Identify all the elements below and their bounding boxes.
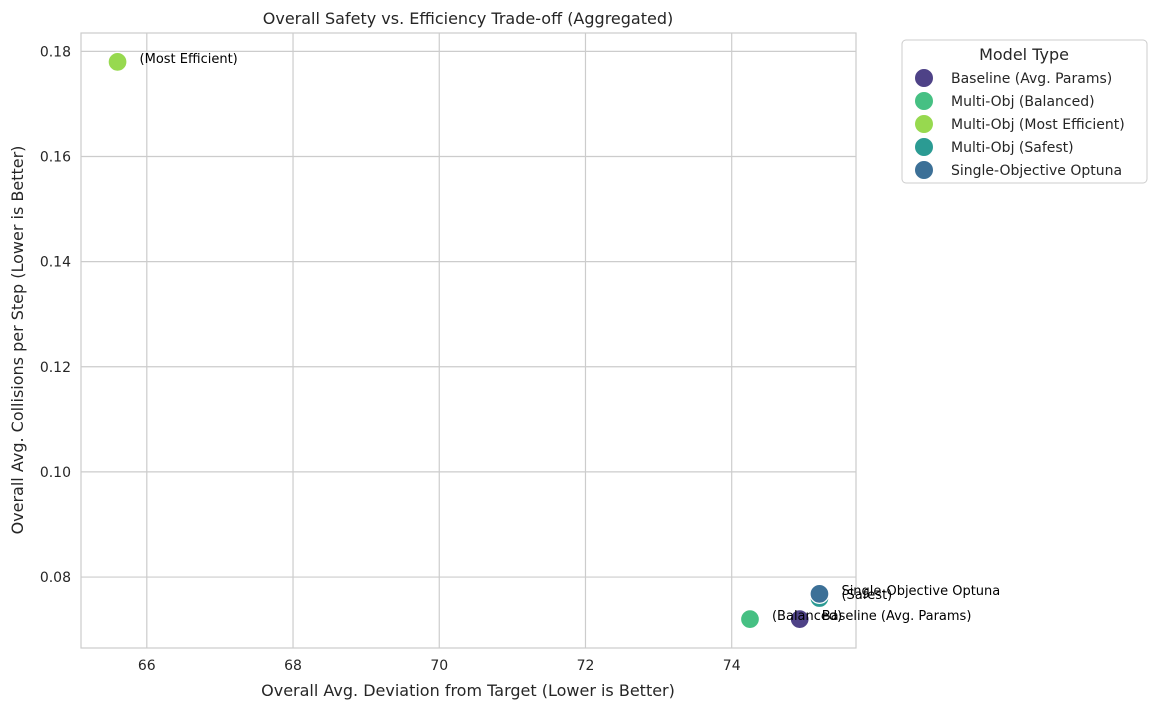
x-tick-label: 66 [138, 658, 156, 674]
x-tick-label: 68 [284, 658, 302, 674]
legend-label: Multi-Obj (Safest) [951, 140, 1074, 156]
data-point [107, 51, 128, 73]
data-point [789, 608, 810, 630]
x-tick-label: 70 [430, 658, 448, 674]
legend-marker [914, 68, 934, 88]
legend-box [901, 39, 1148, 184]
point-annotation: Single-Objective Optuna [841, 584, 1000, 599]
y-tick-label: 0.08 [40, 570, 71, 586]
legend-title: Model Type [979, 45, 1069, 64]
x-tick-label: 72 [577, 658, 595, 674]
legend-marker [914, 160, 934, 180]
y-axis-label: Overall Avg. Collisions per Step (Lower … [8, 146, 27, 535]
point-annotation: Baseline (Avg. Params) [822, 609, 972, 624]
legend-label: Multi-Obj (Balanced) [951, 94, 1095, 110]
point-annotation: (Balanced) [772, 609, 842, 624]
x-tick-label: 74 [723, 658, 741, 674]
legend-marker [914, 114, 934, 134]
data-points [107, 51, 830, 630]
y-tick-label: 0.10 [40, 465, 71, 481]
legend-marker [914, 137, 934, 157]
point-annotation: (Most Efficient) [140, 52, 238, 67]
data-point [809, 583, 830, 605]
plot-area [80, 32, 857, 649]
point-annotation: (Safest) [841, 588, 892, 603]
grid-lines [81, 33, 856, 648]
x-tick-labels: 66 68 70 72 74 [138, 658, 741, 674]
chart-title: Overall Safety vs. Efficiency Trade-off … [263, 9, 673, 28]
y-tick-labels: 0.08 0.10 0.12 0.14 0.16 0.18 [40, 44, 71, 586]
legend-entries: Baseline (Avg. Params) Multi-Obj (Balance… [914, 68, 1125, 180]
legend: Model Type Baseline (Avg. Params) Multi-O… [901, 39, 1148, 184]
y-tick-label: 0.14 [40, 255, 71, 271]
y-tick-label: 0.12 [40, 360, 71, 376]
data-point [739, 608, 761, 630]
y-tick-label: 0.16 [40, 150, 71, 166]
point-annotations: (Most Efficient) (Balanced)Baseline (Avg.… [140, 52, 1001, 624]
legend-label: Single-Objective Optuna [951, 163, 1122, 179]
x-axis-label: Overall Avg. Deviation from Target (Lowe… [261, 681, 675, 700]
y-tick-label: 0.18 [40, 44, 71, 60]
legend-label: Multi-Obj (Most Efficient) [951, 117, 1125, 133]
legend-label: Baseline (Avg. Params) [951, 71, 1112, 87]
legend-marker [914, 91, 934, 111]
